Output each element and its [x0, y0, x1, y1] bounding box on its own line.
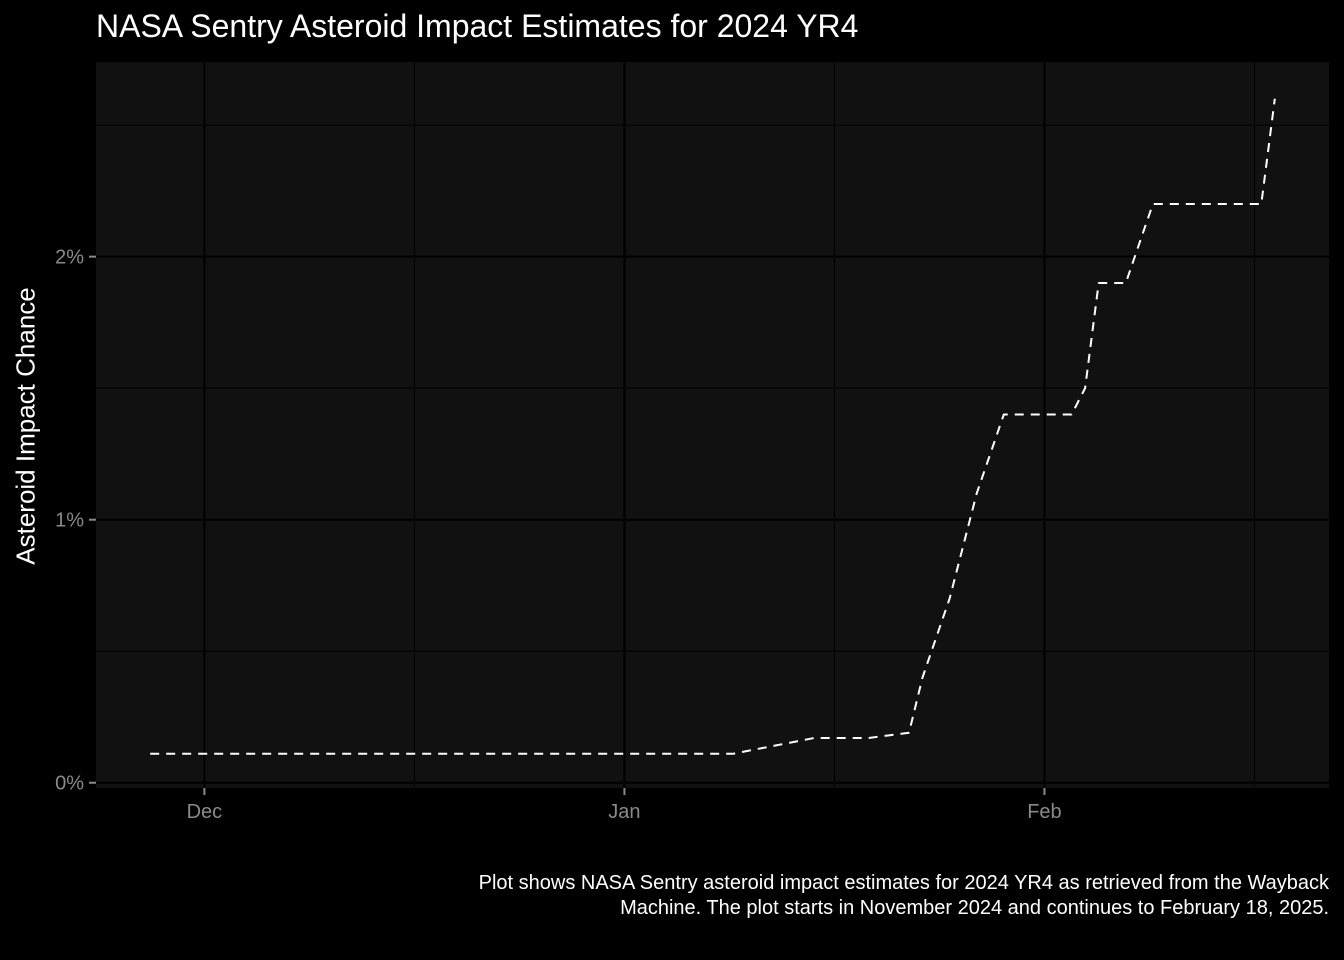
x-tick-label: Feb [1027, 801, 1061, 823]
y-tick-label: 1% [55, 510, 84, 532]
major-gridlines [96, 62, 1329, 788]
x-tick-label: Dec [187, 801, 223, 823]
chart-title: NASA Sentry Asteroid Impact Estimates fo… [96, 8, 859, 44]
series-layer [150, 98, 1276, 755]
minor-gridlines [96, 62, 1329, 788]
chart-caption: Plot shows NASA Sentry asteroid impact e… [478, 872, 1329, 919]
plot-panel [96, 62, 1329, 788]
y-tick-label: 2% [55, 247, 84, 269]
y-tick-label: 0% [55, 773, 84, 795]
tick-labels: 0% 1% 2% Dec Jan Feb [55, 247, 1062, 823]
x-tick-label: Jan [608, 801, 640, 823]
axis-ticks [89, 255, 1046, 795]
series-line [150, 98, 1276, 755]
